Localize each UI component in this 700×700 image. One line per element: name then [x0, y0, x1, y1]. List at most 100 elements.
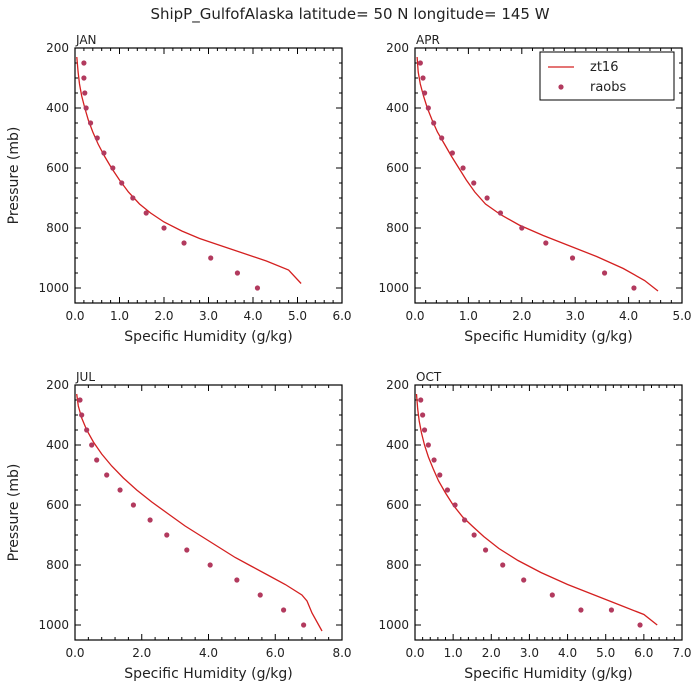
data-point-raobs	[181, 240, 187, 246]
y-tick-label: 1000	[378, 618, 409, 632]
x-tick-label: 2.0	[512, 309, 531, 323]
data-point-raobs	[521, 577, 527, 583]
legend-points-label: raobs	[590, 80, 627, 95]
data-point-raobs	[601, 270, 608, 276]
data-point-raobs	[130, 195, 136, 201]
series-line-zt16	[416, 56, 659, 292]
panel-oct: OCT 0.0 1.0 2.0 3.0 4.0 5.0 6.0 7.0 200 400 600 800 1…	[378, 370, 691, 682]
data-point-raobs	[161, 225, 167, 231]
panel-jul: JUL 0.0 2.0 4.0 6.0 8.0 200 400 600 800 1000 Specif…	[6, 370, 352, 682]
data-point-raobs	[147, 517, 153, 523]
x-tick-label: 3.0	[199, 309, 218, 323]
y-tick-label: 1000	[378, 281, 409, 295]
x-tick-label: 6.0	[634, 646, 653, 660]
x-tick-label: 1.0	[110, 309, 129, 323]
y-tick-label: 600	[386, 161, 409, 175]
data-point-raobs	[89, 442, 95, 448]
x-tick-label: 7.0	[672, 646, 691, 660]
data-point-raobs	[254, 285, 261, 291]
series-line-zt16	[76, 393, 323, 632]
data-point-raobs	[82, 90, 88, 96]
x-tick-label: 5.0	[288, 309, 307, 323]
y-tick-label: 600	[386, 498, 409, 512]
data-point-raobs	[83, 105, 89, 111]
y-tick-label: 400	[386, 101, 409, 115]
y-tick-label: 200	[386, 41, 409, 55]
x-tick-label: 2.0	[154, 309, 173, 323]
data-point-raobs	[234, 577, 240, 583]
data-point-raobs	[87, 120, 94, 126]
data-point-raobs	[420, 75, 426, 81]
series-line-zt16	[76, 56, 302, 284]
data-point-raobs	[461, 517, 468, 523]
data-point-raobs	[420, 412, 426, 418]
data-point-raobs	[421, 427, 428, 433]
x-tick-label: 1.0	[444, 646, 463, 660]
y-tick-label: 600	[46, 161, 69, 175]
data-point-raobs	[81, 75, 87, 81]
figure-title: ShipP_GulfofAlaska latitude= 50 N longit…	[150, 5, 549, 24]
y-tick-label: 600	[46, 498, 69, 512]
y-tick-label: 800	[46, 221, 69, 235]
x-axis-label: Specific Humidity (g/kg)	[124, 666, 292, 682]
data-point-raobs	[471, 532, 477, 538]
x-tick-label: 3.0	[566, 309, 585, 323]
y-tick-label: 200	[386, 378, 409, 392]
x-tick-label: 0.0	[65, 646, 84, 660]
data-point-raobs	[497, 210, 504, 216]
x-axis-label: Specific Humidity (g/kg)	[124, 329, 292, 345]
panel-jan: JAN 0.0 1.0 2.0 3.0 4.0 5.0 6.0 200 400 600 800 1000…	[6, 33, 352, 345]
plot-frame	[414, 47, 683, 304]
data-point-raobs	[184, 547, 190, 553]
x-tick-label: 0.0	[405, 646, 424, 660]
x-tick-label: 6.0	[266, 646, 285, 660]
y-tick-label: 800	[386, 221, 409, 235]
data-point-raobs	[422, 90, 428, 96]
x-tick-label: 5.0	[596, 646, 615, 660]
data-point-raobs	[431, 120, 437, 126]
x-axis-label: Specific Humidity (g/kg)	[464, 666, 632, 682]
data-point-raobs	[439, 135, 445, 141]
panel-title: JAN	[75, 33, 97, 47]
data-point-raobs	[301, 622, 307, 628]
plot-frame	[74, 47, 343, 304]
data-point-raobs	[110, 165, 116, 171]
x-tick-label: 3.0	[520, 646, 539, 660]
y-tick-label: 1000	[38, 281, 69, 295]
data-point-raobs	[449, 150, 455, 156]
data-point-raobs	[84, 427, 90, 433]
data-point-raobs	[207, 562, 213, 568]
legend: zt16 raobs	[539, 51, 675, 101]
x-tick-label: 2.0	[482, 646, 501, 660]
panel-title: JUL	[75, 370, 95, 384]
data-point-raobs	[637, 622, 643, 628]
data-point-raobs	[500, 562, 506, 568]
data-point-raobs	[519, 225, 525, 231]
data-point-raobs	[164, 532, 170, 538]
y-tick-label: 800	[46, 558, 69, 572]
legend-box	[539, 51, 675, 101]
x-tick-label: 1.0	[459, 309, 478, 323]
x-tick-label: 0.0	[405, 309, 424, 323]
data-point-raobs	[543, 240, 549, 246]
data-point-raobs	[549, 592, 555, 598]
data-point-raobs	[234, 270, 241, 276]
data-point-raobs	[104, 472, 110, 478]
data-point-raobs	[143, 210, 149, 216]
y-tick-label: 400	[386, 438, 409, 452]
data-point-raobs	[208, 255, 214, 261]
data-point-raobs	[425, 105, 431, 111]
data-point-raobs	[77, 397, 83, 403]
x-tick-label: 5.0	[672, 309, 691, 323]
data-point-raobs	[94, 457, 100, 463]
data-point-raobs	[471, 180, 477, 186]
data-point-raobs	[81, 60, 87, 66]
y-tick-label: 200	[46, 378, 69, 392]
data-point-raobs	[117, 487, 123, 493]
y-tick-label: 200	[46, 41, 69, 55]
y-tick-label: 400	[46, 101, 69, 115]
y-axis-label: Pressure (mb)	[6, 464, 22, 562]
series-line-zt16	[415, 393, 658, 626]
legend-line-label: zt16	[590, 60, 618, 75]
data-point-raobs	[417, 60, 423, 66]
